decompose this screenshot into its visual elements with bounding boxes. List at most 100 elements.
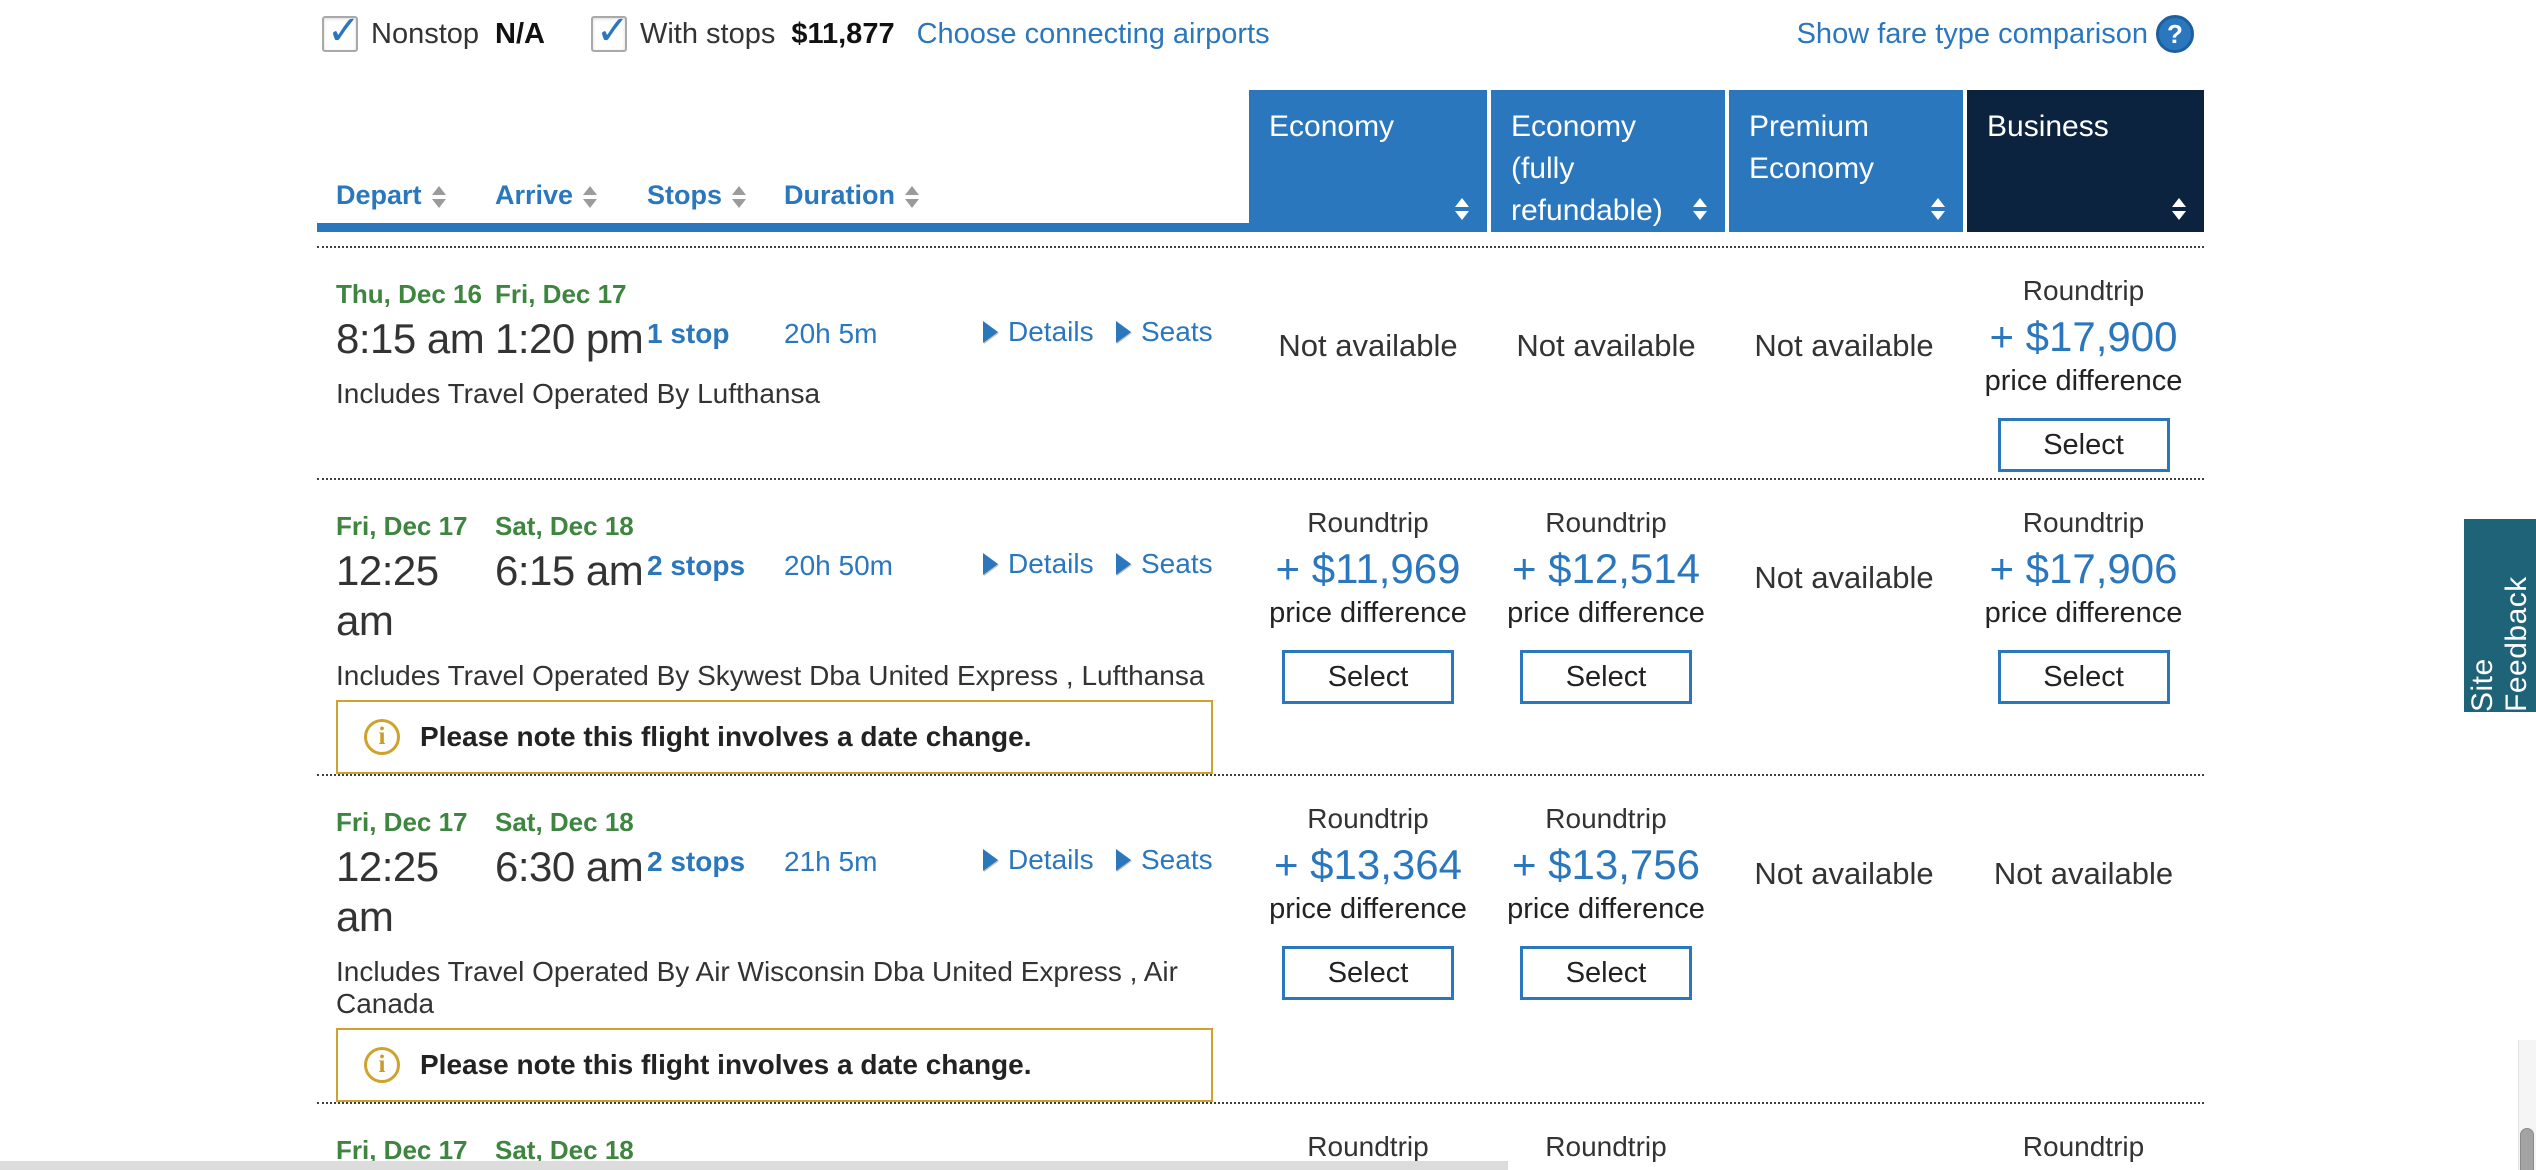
seats-link[interactable]: Seats [1116, 248, 1249, 364]
not-available-text: Not available [1754, 328, 1934, 363]
roundtrip-label: Roundtrip [1545, 1131, 1667, 1162]
depart-cell: Fri, Dec 17 12:25 am [317, 480, 495, 646]
select-button[interactable]: Select [1282, 946, 1454, 1000]
flight-row: Fri, Dec 17 12:55 am Sat, Dec 18 7:20 am… [317, 1102, 2204, 1170]
price-difference-label: price difference [1269, 893, 1467, 925]
seats-link[interactable]: Seats [1116, 480, 1249, 646]
column-header-stops[interactable]: Stops [647, 90, 784, 232]
select-button[interactable]: Select [1997, 418, 2170, 472]
site-feedback-tab[interactable]: Site Feedback [2464, 519, 2536, 712]
fare-cell: Not available [1725, 1104, 1963, 1170]
duration-value: 20h 5m [784, 318, 878, 349]
column-header-arrive[interactable]: Arrive [495, 90, 647, 232]
flight-rows: Thu, Dec 16 8:15 am Fri, Dec 17 1:20 pm … [317, 246, 2204, 1170]
select-button[interactable]: Select [1282, 650, 1454, 704]
fare-cell: Not available [1725, 480, 1963, 774]
depart-cell: Fri, Dec 17 12:55 am [317, 1104, 495, 1170]
sort-arrows-icon [431, 186, 446, 208]
column-header-duration[interactable]: Duration [784, 90, 983, 232]
arrive-cell: Sat, Dec 18 7:20 am [495, 1104, 647, 1170]
price-difference-amount: + $17,906 [1989, 545, 2178, 592]
sort-arrows-icon [732, 186, 747, 208]
arrive-cell: Fri, Dec 17 1:20 pm [495, 248, 647, 364]
stops-link[interactable]: 1 stop [647, 318, 730, 349]
roundtrip-label: Roundtrip [1545, 803, 1667, 834]
depart-cell: Thu, Dec 16 8:15 am [317, 248, 495, 364]
details-link[interactable]: Details [983, 776, 1116, 942]
fare-cell: Roundtrip + $12,479 price difference Sel… [1487, 1104, 1725, 1170]
fare-column-header-economy[interactable]: Economy [1249, 90, 1487, 232]
roundtrip-label: Roundtrip [1307, 803, 1429, 834]
roundtrip-label: Roundtrip [1545, 507, 1667, 538]
sort-arrows-icon [2172, 198, 2186, 220]
column-header-spacer [983, 90, 1116, 232]
fare-cell: Roundtrip + $17,900 price difference Sel… [1963, 1104, 2204, 1170]
triangle-icon [983, 321, 998, 343]
date-change-notice: i Please note this flight involves a dat… [336, 1028, 1213, 1102]
price-difference-label: price difference [1984, 597, 2183, 629]
price-difference-label: price difference [1269, 597, 1467, 629]
arrive-date: Fri, Dec 17 [495, 279, 627, 309]
fare-cell: Roundtrip + $12,514 price difference Sel… [1487, 480, 1725, 774]
notice-text: Please note this flight involves a date … [420, 1049, 1032, 1080]
price-difference-amount: + $13,756 [1511, 841, 1700, 888]
fare-cell: Roundtrip + $13,364 price difference Sel… [1249, 776, 1487, 1102]
sort-arrows-icon [1931, 198, 1945, 220]
fare-column-header-premium-economy[interactable]: Premium Economy [1725, 90, 1963, 232]
triangle-icon [1116, 849, 1131, 871]
fare-cell: Not available [1963, 776, 2204, 1102]
depart-time: 12:25 am [336, 547, 439, 644]
fare-cell: Not available [1487, 248, 1725, 472]
select-button[interactable]: Select [1997, 650, 2170, 704]
depart-date: Fri, Dec 17 [336, 511, 468, 541]
not-available-text: Not available [1516, 328, 1696, 363]
details-link[interactable]: Details [983, 480, 1116, 646]
fare-column-header-business[interactable]: Business [1963, 90, 2204, 232]
flight-row: Fri, Dec 17 12:25 am Sat, Dec 18 6:15 am… [317, 478, 2204, 774]
fare-cell: Roundtrip + $13,756 price difference Sel… [1487, 776, 1725, 1102]
not-available-text: Not available [1278, 328, 1458, 363]
seats-link[interactable]: Seats [1116, 776, 1249, 942]
duration-value: 21h 5m [784, 846, 878, 877]
roundtrip-label: Roundtrip [2022, 507, 2145, 538]
show-fare-type-comparison-link[interactable]: Show fare type comparison [1796, 17, 2148, 50]
info-icon: i [364, 1047, 400, 1083]
select-button[interactable]: Select [1520, 946, 1692, 1000]
nonstop-checkbox[interactable]: ✓ [322, 9, 361, 53]
stops-link[interactable]: 2 stops [647, 846, 746, 877]
price-difference-label: price difference [1507, 597, 1705, 629]
not-available-text: Not available [1754, 856, 1934, 891]
triangle-icon [983, 553, 998, 575]
fare-cell: Roundtrip + $17,906 price difference Sel… [1963, 480, 2204, 774]
fare-cell: Roundtrip + $17,900 price difference Sel… [1963, 248, 2204, 472]
column-header-depart[interactable]: Depart [317, 90, 495, 232]
depart-time: 8:15 am [336, 315, 485, 362]
date-change-notice: i Please note this flight involves a dat… [336, 700, 1213, 774]
fare-cell: Roundtrip + $11,969 price difference Sel… [1249, 480, 1487, 774]
depart-cell: Fri, Dec 17 12:25 am [317, 776, 495, 942]
help-icon[interactable]: ? [2156, 15, 2194, 53]
triangle-icon [1116, 321, 1131, 343]
sort-arrows-icon [905, 186, 919, 208]
details-link[interactable]: Details [983, 248, 1116, 364]
arrive-cell: Sat, Dec 18 6:30 am [495, 776, 647, 942]
info-icon: i [364, 719, 400, 755]
price-difference-label: price difference [1984, 365, 2183, 397]
depart-date: Thu, Dec 16 [336, 279, 482, 309]
price-difference-amount: + $12,514 [1511, 545, 1700, 592]
fare-column-header-economy-refundable[interactable]: Economy (fully refundable) [1487, 90, 1725, 232]
duration-value: 20h 50m [784, 550, 893, 581]
vertical-scrollbar-thumb[interactable] [2520, 1128, 2534, 1170]
not-available-text: Not available [1993, 856, 2174, 891]
price-difference-amount: + $17,900 [1989, 313, 2178, 360]
column-header-spacer [1116, 90, 1249, 232]
operated-by-text: Includes Travel Operated By Lufthansa [336, 378, 821, 409]
stops-link[interactable]: 2 stops [647, 550, 746, 581]
with-stops-checkbox[interactable]: ✓ [590, 9, 629, 53]
triangle-icon [1116, 553, 1131, 575]
choose-connecting-airports-link[interactable]: Choose connecting airports [916, 17, 1270, 50]
filter-bar: ✓ Nonstop N/A ✓ With stops $11,877 Choos… [322, 9, 2536, 56]
select-button[interactable]: Select [1520, 650, 1692, 704]
with-stops-label: With stops [639, 17, 776, 50]
